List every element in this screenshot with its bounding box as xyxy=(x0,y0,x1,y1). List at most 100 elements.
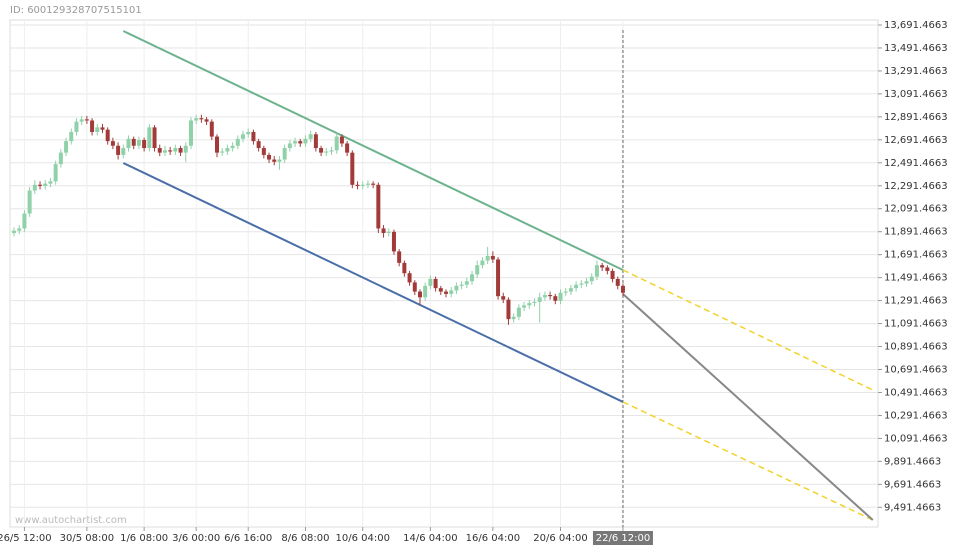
candle-body xyxy=(329,150,334,152)
candle-body xyxy=(444,291,449,294)
candle-body xyxy=(152,127,157,149)
candle-body xyxy=(412,282,417,292)
candle-body xyxy=(454,285,459,291)
candle-body xyxy=(225,148,230,152)
candle-body xyxy=(522,305,527,308)
candle-body xyxy=(490,255,495,260)
candle-body xyxy=(282,148,287,160)
candle-body xyxy=(423,285,428,298)
candle-body xyxy=(345,143,350,153)
candle-body xyxy=(506,299,511,320)
candle-body xyxy=(267,154,272,160)
candle-body xyxy=(256,141,261,149)
candle-body xyxy=(537,297,542,302)
y-tick-label: 12,091.4663 xyxy=(884,204,948,215)
candle-body xyxy=(74,121,79,132)
trend-line xyxy=(122,30,624,271)
candle-body xyxy=(17,228,22,231)
candle-body xyxy=(32,184,37,191)
candle-body xyxy=(480,260,485,266)
candle-body xyxy=(527,303,532,306)
candle-body xyxy=(324,151,329,153)
candle-body xyxy=(615,278,620,286)
candle-body xyxy=(542,295,547,298)
candle-body xyxy=(293,141,298,144)
candle-body xyxy=(511,316,516,320)
candle-body xyxy=(548,295,553,297)
candle-body xyxy=(428,278,433,286)
candle-body xyxy=(298,141,303,144)
candle-body xyxy=(230,145,235,149)
candle-body xyxy=(334,136,339,151)
candle-body xyxy=(287,143,292,149)
candle-body xyxy=(157,148,162,153)
y-tick-label: 9,691.4663 xyxy=(884,479,941,490)
candle-body xyxy=(386,231,391,234)
candle-body xyxy=(168,150,173,152)
trend-line xyxy=(622,269,874,391)
candle-body xyxy=(64,141,69,153)
candle-body xyxy=(126,138,131,149)
candle-body xyxy=(610,270,615,279)
candle-body xyxy=(105,129,110,142)
candle-body xyxy=(162,150,167,153)
x-tick-label: 6/6 16:00 xyxy=(224,533,272,544)
candle-body xyxy=(188,120,193,146)
candle-body xyxy=(38,184,43,186)
candle-body xyxy=(501,296,506,300)
y-tick-label: 13,291.4663 xyxy=(884,66,948,77)
candle-body xyxy=(355,184,360,186)
candle-body xyxy=(43,183,48,186)
candle-body xyxy=(90,120,95,132)
x-tick-label: 20/6 04:00 xyxy=(533,533,587,544)
candle-body xyxy=(220,151,225,153)
y-tick-label: 12,491.4663 xyxy=(884,158,948,169)
candle-body xyxy=(594,265,599,277)
candle-body xyxy=(620,285,625,293)
candle-body xyxy=(350,152,355,185)
candle-body xyxy=(376,184,381,229)
y-tick-label: 10,091.4663 xyxy=(884,433,948,444)
candle-body xyxy=(84,119,89,121)
candle-body xyxy=(402,262,407,274)
trend-line xyxy=(622,293,874,521)
candle-body xyxy=(485,255,490,261)
x-tick-label: 16/6 04:00 xyxy=(466,533,520,544)
y-tick-label: 11,491.4663 xyxy=(884,273,948,284)
candle-body xyxy=(69,131,74,142)
candle-body xyxy=(438,288,443,292)
candle-body xyxy=(147,127,152,149)
candle-body xyxy=(584,281,589,284)
candle-body xyxy=(568,288,573,292)
candle-body xyxy=(48,181,53,184)
candle-body xyxy=(131,138,136,146)
candle-body xyxy=(277,159,282,162)
candle-body xyxy=(110,141,115,146)
candle-body xyxy=(303,138,308,144)
candle-body xyxy=(209,121,214,137)
candle-body xyxy=(579,283,584,285)
candle-body xyxy=(178,148,183,153)
plot-frame xyxy=(9,19,879,528)
candle-body xyxy=(449,290,454,294)
y-tick-label: 10,891.4663 xyxy=(884,342,948,353)
y-tick-label: 12,291.4663 xyxy=(884,181,948,192)
id-text: ID: 600129328707515101 xyxy=(10,5,142,16)
candle-body xyxy=(79,119,84,122)
candle-body xyxy=(121,148,126,155)
candle-body xyxy=(12,230,17,234)
candle-body xyxy=(308,134,313,139)
y-tick-label: 11,291.4663 xyxy=(884,296,948,307)
x-tick-label: 10/6 04:00 xyxy=(336,533,390,544)
candle-body xyxy=(417,291,422,298)
candle-body xyxy=(194,118,199,121)
candle-body xyxy=(574,284,579,289)
y-tick-label: 12,691.4663 xyxy=(884,135,948,146)
candle-body xyxy=(27,190,32,214)
y-tick-label: 10,291.4663 xyxy=(884,410,948,421)
candle-body xyxy=(58,152,63,165)
x-tick-label: 30/5 08:00 xyxy=(60,533,114,544)
y-tick-label: 11,891.4663 xyxy=(884,227,948,238)
x-tick-label: 3/6 00:00 xyxy=(172,533,220,544)
